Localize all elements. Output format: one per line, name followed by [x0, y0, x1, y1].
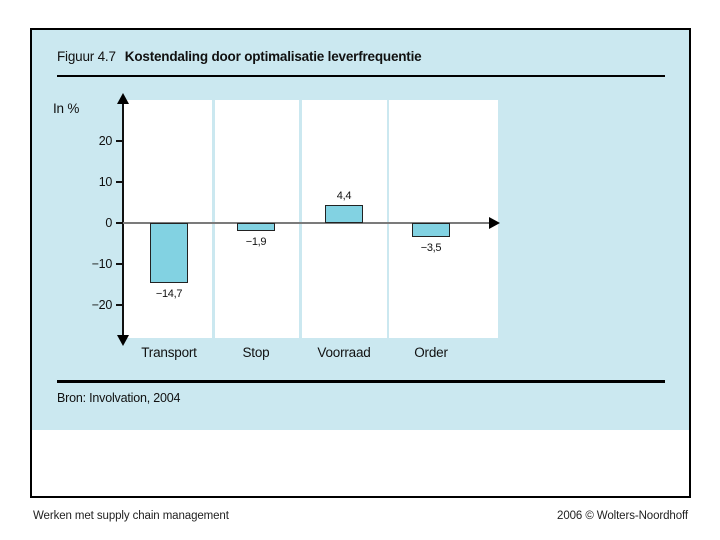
figure-title: Kostendaling door optimalisatie leverfre…: [124, 49, 422, 64]
y-tick-label: 10: [98, 175, 113, 189]
plot-panel-order: [389, 100, 498, 338]
category-label: Voorraad: [317, 345, 371, 360]
footer-left-text: Werken met supply chain management: [33, 510, 229, 522]
figure-label: Figuur 4.7: [57, 49, 116, 64]
bar-value-label: −3,5: [420, 242, 442, 254]
y-tick-label: −20: [91, 298, 113, 312]
y-tick-label: −10: [91, 257, 113, 271]
y-tick-mark: [116, 222, 123, 224]
x-axis-line: [123, 222, 490, 224]
y-axis-line: [122, 100, 124, 340]
bar-value-label: −14,7: [155, 288, 183, 300]
y-tick-mark: [116, 263, 123, 265]
plot-panel-stop: [215, 100, 299, 338]
x-axis-arrow-right-icon: [489, 217, 500, 229]
source-text: Bron: Involvation, 2004: [57, 391, 181, 405]
page-footer: Werken met supply chain management 2006 …: [33, 510, 688, 522]
plot-panel-transport: [124, 100, 212, 338]
figure-header: Figuur 4.7 Kostendaling door optimalisati…: [57, 49, 422, 64]
footer-right-text: 2006 © Wolters-Noordhoff: [557, 510, 688, 522]
source-divider: [57, 380, 665, 383]
y-axis-arrow-down-icon: [117, 335, 129, 346]
title-divider: [57, 75, 665, 77]
y-tick-mark: [116, 304, 123, 306]
y-tick-label: 0: [105, 216, 112, 230]
category-label: Order: [414, 345, 448, 360]
bar-value-label: −1,9: [245, 236, 267, 248]
y-axis-arrow-up-icon: [117, 93, 129, 104]
bar-order: [412, 223, 450, 237]
bar-voorraad: [325, 205, 363, 223]
category-label: Transport: [141, 345, 197, 360]
y-axis-label: In %: [53, 101, 80, 116]
bar-transport: [150, 223, 188, 283]
y-tick-mark: [116, 181, 123, 183]
bar-stop: [237, 223, 275, 231]
y-tick-label: 20: [98, 134, 113, 148]
bar-value-label: 4,4: [336, 190, 352, 202]
category-label: Stop: [242, 345, 270, 360]
y-tick-mark: [116, 140, 123, 142]
